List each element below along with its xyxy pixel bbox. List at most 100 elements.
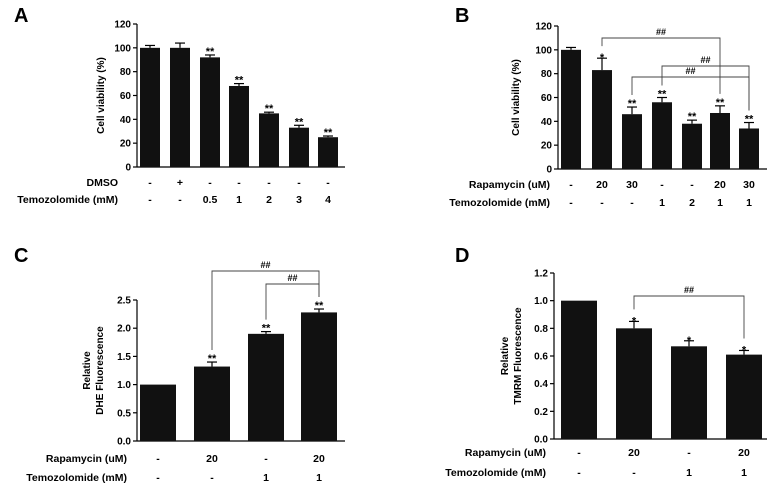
treatment-value: - bbox=[577, 447, 581, 459]
y-tick-label: 0.5 bbox=[117, 408, 131, 419]
y-axis-label-line: Relative bbox=[82, 351, 93, 390]
y-tick-label: 40 bbox=[120, 115, 132, 126]
treatment-value: 1 bbox=[717, 197, 723, 209]
significance-mark: * bbox=[687, 335, 692, 347]
treatment-value: - bbox=[577, 467, 581, 479]
significance-mark: ** bbox=[208, 353, 217, 365]
treatment-value: 30 bbox=[743, 179, 755, 191]
treatment-value: 3 bbox=[296, 194, 302, 206]
y-tick-label: 100 bbox=[114, 43, 131, 54]
bar bbox=[289, 127, 309, 167]
bracket-label: ## bbox=[287, 273, 297, 283]
treatment-value: 1 bbox=[236, 194, 242, 206]
y-tick-label: 2.0 bbox=[117, 324, 131, 335]
treatment-row-label: Rapamycin (uM) bbox=[469, 179, 550, 191]
significance-mark: ** bbox=[688, 111, 697, 123]
treatment-value: - bbox=[267, 177, 271, 189]
treatment-row-label: DMSO bbox=[87, 177, 119, 189]
treatment-value: - bbox=[632, 467, 636, 479]
y-axis-label-line: TMRM Fluorescence bbox=[513, 307, 524, 405]
significance-mark: ** bbox=[658, 89, 667, 101]
significance-mark: ** bbox=[745, 114, 754, 126]
treatment-value: - bbox=[660, 179, 664, 191]
significance-mark: ** bbox=[315, 300, 324, 312]
significance-mark: ** bbox=[206, 46, 215, 58]
bar bbox=[318, 137, 338, 167]
significance-mark: ** bbox=[716, 97, 725, 109]
y-axis-label-line: Cell viability (%) bbox=[96, 57, 107, 134]
treatment-value: 20 bbox=[206, 453, 218, 465]
y-tick-label: 80 bbox=[120, 67, 132, 78]
y-axis-label-line: Cell viability (%) bbox=[511, 59, 522, 136]
treatment-value: - bbox=[600, 197, 604, 209]
treatment-value: - bbox=[264, 453, 268, 465]
treatment-value: 30 bbox=[626, 179, 638, 191]
treatment-value: 2 bbox=[266, 194, 272, 206]
treatment-value: - bbox=[687, 447, 691, 459]
treatment-value: 20 bbox=[738, 447, 750, 459]
treatment-value: 20 bbox=[313, 453, 325, 465]
significance-mark: * bbox=[632, 315, 637, 327]
treatment-value: 1 bbox=[741, 467, 747, 479]
y-tick-label: 120 bbox=[114, 20, 131, 31]
y-tick-label: 120 bbox=[535, 22, 552, 33]
y-tick-label: 60 bbox=[120, 91, 132, 102]
y-tick-label: 1.0 bbox=[534, 296, 548, 307]
bar bbox=[561, 49, 581, 170]
treatment-value: - bbox=[148, 177, 152, 189]
y-tick-label: 20 bbox=[541, 141, 553, 152]
significance-mark: ** bbox=[324, 127, 333, 139]
bar bbox=[561, 300, 597, 439]
treatment-value: - bbox=[690, 179, 694, 191]
y-tick-label: 1.5 bbox=[117, 352, 131, 363]
significance-mark: * bbox=[742, 344, 747, 356]
bar bbox=[616, 328, 652, 439]
comparison-bracket bbox=[661, 65, 750, 111]
panel-letter: D bbox=[455, 245, 469, 267]
treatment-value: 2 bbox=[689, 197, 695, 209]
significance-mark: ** bbox=[235, 75, 244, 87]
y-tick-label: 0 bbox=[125, 163, 131, 174]
y-tick-label: 100 bbox=[535, 45, 552, 56]
treatment-value: 20 bbox=[628, 447, 640, 459]
treatment-value: - bbox=[156, 472, 160, 484]
bar bbox=[259, 113, 279, 167]
y-axis-label: Cell viability (%) bbox=[96, 57, 107, 134]
bar bbox=[301, 312, 337, 441]
panel-letter: B bbox=[455, 5, 469, 27]
bracket-label: ## bbox=[684, 285, 694, 295]
bar bbox=[652, 102, 672, 169]
significance-mark: ** bbox=[295, 116, 304, 128]
y-tick-label: 2.5 bbox=[117, 296, 131, 307]
treatment-value: 4 bbox=[325, 194, 331, 206]
bar bbox=[739, 128, 759, 169]
bar bbox=[682, 123, 702, 169]
treatment-value: 1 bbox=[686, 467, 692, 479]
bar bbox=[671, 346, 707, 439]
bracket-label: ## bbox=[656, 27, 666, 37]
comparison-bracket bbox=[631, 76, 750, 111]
treatment-value: - bbox=[178, 194, 182, 206]
treatment-value: 20 bbox=[596, 179, 608, 191]
y-tick-label: 1.2 bbox=[534, 269, 548, 280]
bar bbox=[592, 70, 612, 169]
bracket-label: ## bbox=[685, 66, 695, 76]
bracket-label: ## bbox=[260, 260, 270, 270]
y-tick-label: 20 bbox=[120, 139, 132, 150]
panel-D: D 0.0 0.2 0.4 0.6 0.8 1.0 1.2 Relative TMRM Fluor… bbox=[445, 245, 767, 479]
y-tick-label: 0.6 bbox=[534, 352, 548, 363]
panel-letter: C bbox=[14, 245, 28, 267]
treatment-row-label: Temozolomide (mM) bbox=[26, 472, 127, 484]
y-tick-label: 0.0 bbox=[534, 435, 548, 446]
y-tick-label: 60 bbox=[541, 93, 553, 104]
treatment-row-label: Temozolomide (mM) bbox=[17, 194, 118, 206]
bar bbox=[710, 112, 730, 169]
treatment-value: 1 bbox=[316, 472, 322, 484]
y-tick-label: 40 bbox=[541, 117, 553, 128]
significance-mark: * bbox=[600, 52, 605, 64]
y-tick-label: 1.0 bbox=[117, 380, 131, 391]
y-axis-label-line: Relative bbox=[500, 336, 511, 375]
treatment-value: 20 bbox=[714, 179, 726, 191]
